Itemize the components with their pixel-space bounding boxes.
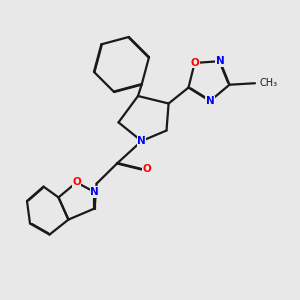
Text: O: O — [190, 58, 199, 68]
Text: N: N — [206, 96, 214, 106]
Text: CH₃: CH₃ — [260, 78, 278, 88]
Text: N: N — [137, 136, 146, 146]
Text: N: N — [90, 187, 99, 197]
Text: O: O — [142, 164, 152, 175]
Text: N: N — [216, 56, 224, 66]
Text: O: O — [72, 177, 81, 188]
